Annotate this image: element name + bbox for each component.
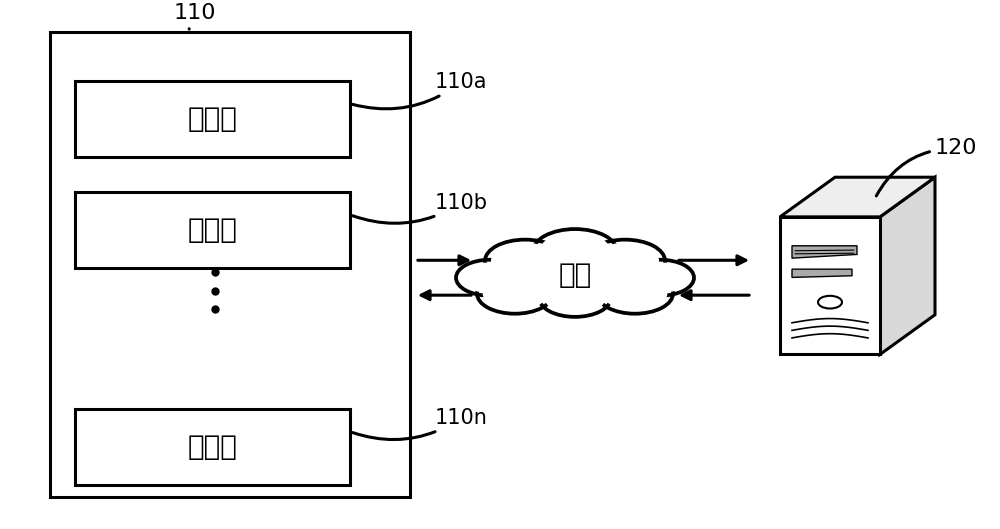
Circle shape [477,273,553,314]
Polygon shape [792,269,852,277]
Text: 110a: 110a [353,72,488,109]
Bar [75,408,350,486]
Bar [75,192,350,269]
Circle shape [456,260,524,296]
Text: 110b: 110b [353,193,488,223]
Bar [75,80,350,158]
Circle shape [539,279,611,317]
Text: 110n: 110n [353,408,488,440]
Bar [50,32,410,497]
Circle shape [631,262,689,293]
Circle shape [533,229,617,273]
Circle shape [585,240,665,282]
Circle shape [591,243,659,279]
Text: 摄像头: 摄像头 [188,105,237,133]
Circle shape [544,281,606,314]
Text: 摄像头: 摄像头 [188,433,237,461]
Text: 110: 110 [174,3,216,29]
Circle shape [626,260,694,296]
Text: 网络: 网络 [558,261,592,289]
Circle shape [483,277,547,311]
Ellipse shape [485,251,665,304]
Text: 摄像头: 摄像头 [188,216,237,244]
Circle shape [539,232,611,270]
Polygon shape [780,177,935,217]
Text: 120: 120 [876,138,978,196]
Circle shape [491,243,559,279]
Polygon shape [880,177,935,354]
Bar [780,217,880,354]
Circle shape [485,240,565,282]
Circle shape [461,262,519,293]
Polygon shape [792,246,857,258]
Circle shape [603,277,667,311]
Circle shape [597,273,673,314]
FancyBboxPatch shape [465,249,685,312]
